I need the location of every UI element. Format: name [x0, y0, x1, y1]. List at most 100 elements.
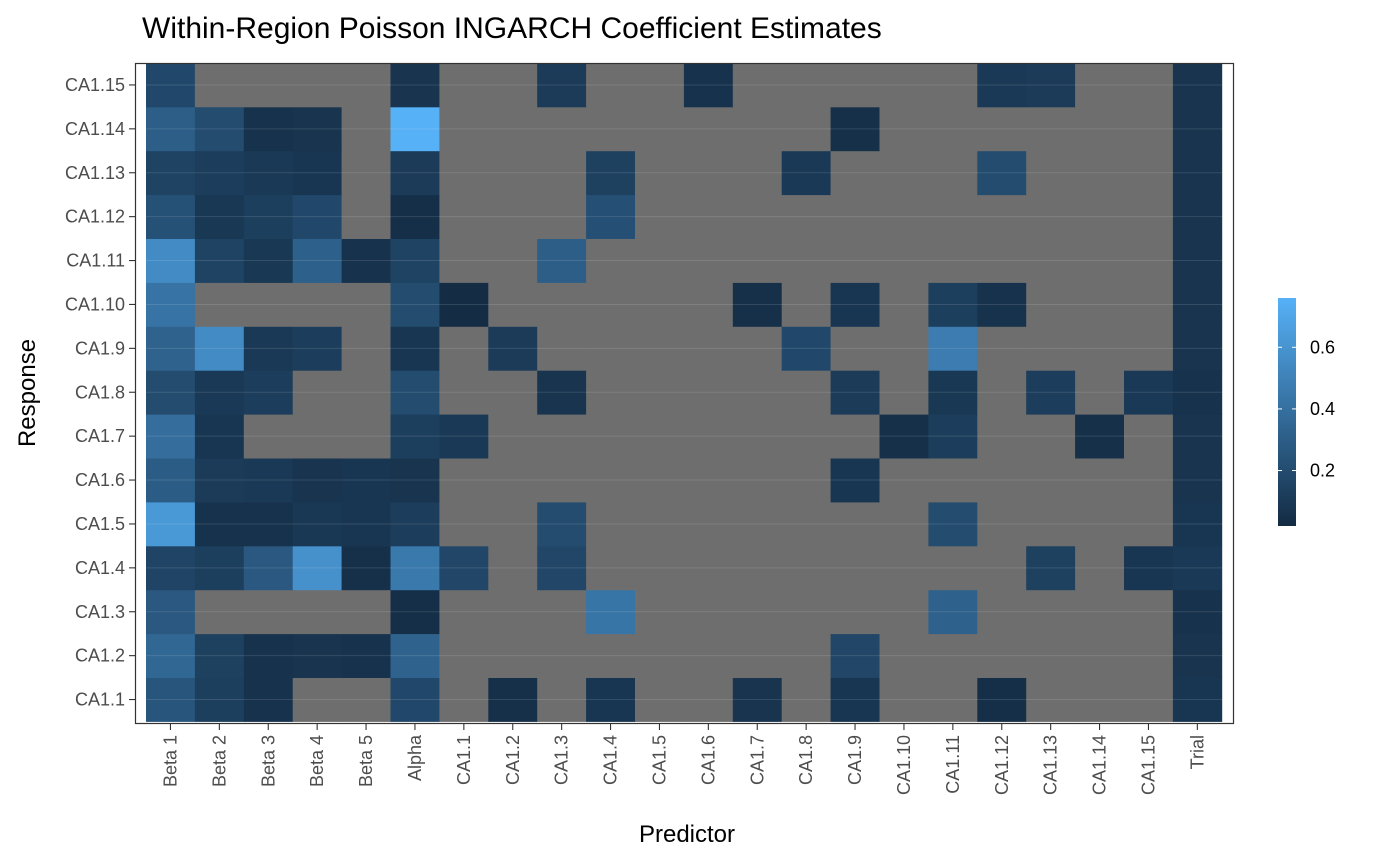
heatmap-cell	[1172, 589, 1223, 635]
heatmap-cell	[243, 677, 294, 722]
chart-title: Within-Region Poisson INGARCH Coefficien…	[142, 12, 882, 45]
heatmap-cell	[928, 677, 978, 722]
heatmap-cell	[586, 458, 636, 503]
heatmap-cell	[1124, 545, 1174, 591]
heatmap-cell	[488, 502, 538, 547]
x-tick-label: Beta 4	[307, 735, 327, 787]
heatmap-cell	[683, 194, 734, 239]
heatmap-cell	[879, 282, 929, 327]
heatmap-cell	[194, 677, 245, 722]
heatmap-cell	[194, 106, 245, 152]
heatmap-cell	[292, 677, 342, 722]
x-tick-label: CA1.12	[992, 735, 1012, 795]
heatmap-cell	[439, 326, 489, 371]
x-tick-label: CA1.13	[1041, 735, 1061, 795]
heatmap-cell	[390, 633, 440, 678]
heatmap-cell	[292, 545, 342, 591]
heatmap-cell	[879, 106, 929, 152]
x-tick-label: CA1.15	[1138, 735, 1158, 795]
heatmap-cell	[781, 282, 831, 327]
heatmap-cell	[879, 194, 929, 239]
y-tick-label: CA1.12	[65, 207, 125, 227]
heatmap-cell	[537, 414, 587, 459]
heatmap-cell	[341, 326, 391, 371]
heatmap-cell	[341, 589, 391, 635]
heatmap-cell	[977, 194, 1027, 239]
heatmap-cell	[781, 370, 831, 415]
heatmap-cell	[781, 106, 831, 152]
heatmap-cell	[683, 150, 734, 196]
heatmap-cell	[537, 194, 587, 239]
x-tick-label: CA1.4	[601, 735, 621, 785]
x-axis-title: Predictor	[639, 821, 735, 848]
heatmap-cell	[243, 63, 294, 108]
heatmap-cell	[732, 282, 783, 327]
heatmap-cell	[1172, 502, 1223, 547]
heatmap-cell	[586, 150, 636, 196]
heatmap-cell	[341, 370, 391, 415]
heatmap-cell	[1172, 458, 1223, 503]
heatmap-cell	[928, 282, 978, 327]
heatmap-cell	[1075, 194, 1125, 239]
heatmap-cell	[292, 633, 342, 678]
heatmap-cell	[635, 502, 685, 547]
heatmap-cell	[977, 370, 1027, 415]
y-tick-label: CA1.8	[75, 382, 125, 402]
heatmap-cell	[488, 282, 538, 327]
heatmap-cell	[194, 545, 245, 591]
heatmap-cell	[830, 545, 880, 591]
heatmap-cell	[1026, 150, 1076, 196]
heatmap-cell	[1124, 194, 1174, 239]
heatmap-cell	[243, 545, 294, 591]
x-tick-label: Beta 2	[209, 735, 229, 787]
heatmap-cell	[488, 106, 538, 152]
heatmap-cell	[488, 326, 538, 371]
x-tick-label: Beta 1	[160, 735, 180, 787]
heatmap-cell	[537, 238, 587, 283]
heatmap-cell	[683, 545, 734, 591]
heatmap-cell	[243, 633, 294, 678]
heatmap-cell	[586, 545, 636, 591]
heatmap-cell	[928, 589, 978, 635]
heatmap-cell	[146, 282, 196, 327]
legend-tick-label: 0.4	[1310, 399, 1335, 419]
heatmap-cell	[243, 502, 294, 547]
y-tick-label: CA1.1	[75, 690, 125, 710]
heatmap-cell	[830, 589, 880, 635]
heatmap-cell	[537, 677, 587, 722]
heatmap-cell	[879, 326, 929, 371]
heatmap-cell	[194, 282, 245, 327]
heatmap-cell	[1075, 63, 1125, 108]
heatmap-cell	[1124, 633, 1174, 678]
heatmap-cell	[830, 414, 880, 459]
heatmap-cell	[732, 458, 783, 503]
heatmap-cell	[928, 370, 978, 415]
heatmap-cell	[439, 63, 489, 108]
heatmap-cell	[488, 370, 538, 415]
heatmap-cell	[732, 326, 783, 371]
heatmap-cell	[390, 370, 440, 415]
heatmap-cell	[390, 677, 440, 722]
heatmap-cell	[781, 633, 831, 678]
heatmap-cell	[537, 106, 587, 152]
heatmap-cell	[683, 589, 734, 635]
x-tick-label: CA1.10	[894, 735, 914, 795]
heatmap-cell	[1026, 458, 1076, 503]
heatmap-cell	[1075, 414, 1125, 459]
heatmap-cell	[1026, 106, 1076, 152]
heatmap-cell	[635, 370, 685, 415]
heatmap-cell	[439, 633, 489, 678]
heatmap-cell	[732, 194, 783, 239]
heatmap-cell	[635, 633, 685, 678]
y-tick-label: CA1.15	[65, 75, 125, 95]
heatmap-cell	[488, 150, 538, 196]
heatmap-cell	[830, 677, 880, 722]
heatmap-cell	[928, 326, 978, 371]
heatmap-cell	[830, 502, 880, 547]
heatmap-cell	[1124, 238, 1174, 283]
heatmap-cell	[1075, 633, 1125, 678]
heatmap-cell	[243, 458, 294, 503]
heatmap-cell	[1124, 414, 1174, 459]
heatmap-cell	[194, 238, 245, 283]
heatmap-cell	[683, 238, 734, 283]
